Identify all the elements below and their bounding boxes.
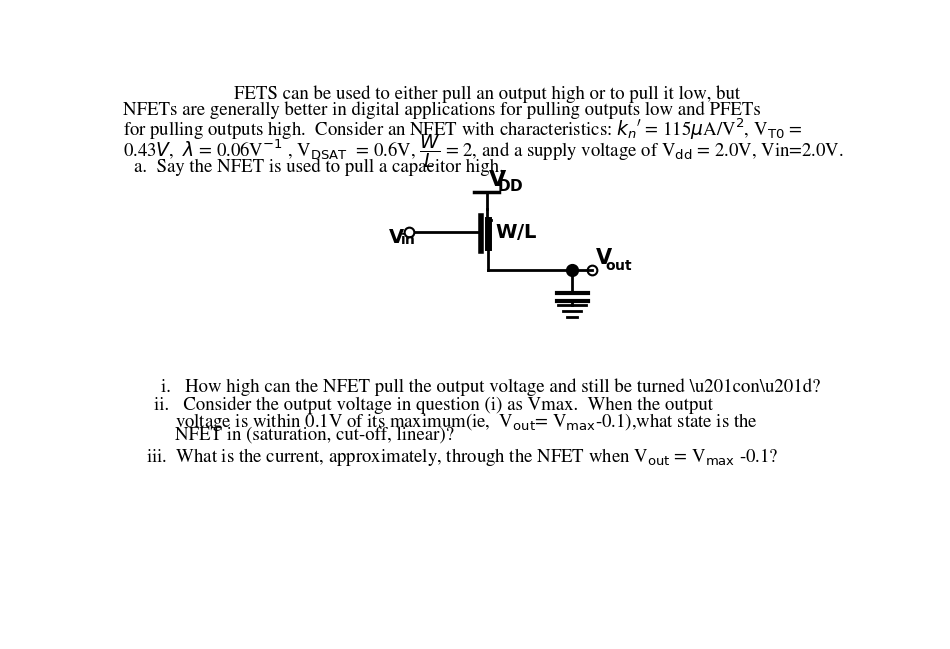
- Text: $\mathbf{V}$: $\mathbf{V}$: [488, 170, 507, 190]
- Text: for pulling outputs high.  Consider an NFET with characteristics: $k_n{'}$ = 115: for pulling outputs high. Consider an NF…: [123, 116, 802, 142]
- Text: NFETs are generally better in digital applications for pulling outputs low and P: NFETs are generally better in digital ap…: [123, 101, 760, 119]
- Text: $\mathbf{out}$: $\mathbf{out}$: [605, 260, 633, 273]
- Text: $\mathbf{DD}$: $\mathbf{DD}$: [497, 178, 523, 194]
- Text: i.   How high can the NFET pull the output voltage and still be turned \u201con\: i. How high can the NFET pull the output…: [162, 378, 821, 396]
- Text: iii.  What is the current, approximately, through the NFET when V$_{\rm out}$ = : iii. What is the current, approximately,…: [146, 446, 778, 468]
- Text: ii.   Consider the output voltage in question (i) as Vmax.  When the output: ii. Consider the output voltage in quest…: [154, 396, 712, 413]
- Text: 0.43$V$,  $\lambda$ = 0.06V$^{-1}$ , V$_{\rm DSAT}$  = 0.6V, $\dfrac{W}{L}$ = 2,: 0.43$V$, $\lambda$ = 0.06V$^{-1}$ , V$_{…: [123, 132, 844, 169]
- Text: voltage is within 0.1V of its maximum(ie,  V$_{\rm out}$= V$_{\rm max}$-0.1),wha: voltage is within 0.1V of its maximum(ie…: [175, 411, 757, 434]
- Text: FETS can be used to either pull an output high or to pull it low, but: FETS can be used to either pull an outpu…: [234, 86, 740, 103]
- Text: $\mathbf{in}$: $\mathbf{in}$: [400, 232, 415, 247]
- Text: $\mathbf{W/L}$: $\mathbf{W/L}$: [495, 222, 537, 242]
- Text: $\mathbf{V}$: $\mathbf{V}$: [388, 228, 405, 247]
- Text: NFET in (saturation, cut-off, linear)?: NFET in (saturation, cut-off, linear)?: [175, 426, 453, 444]
- Text: a.  Say the NFET is used to pull a capacitor high.: a. Say the NFET is used to pull a capaci…: [134, 159, 504, 177]
- Text: $\mathbf{V}$: $\mathbf{V}$: [596, 248, 614, 268]
